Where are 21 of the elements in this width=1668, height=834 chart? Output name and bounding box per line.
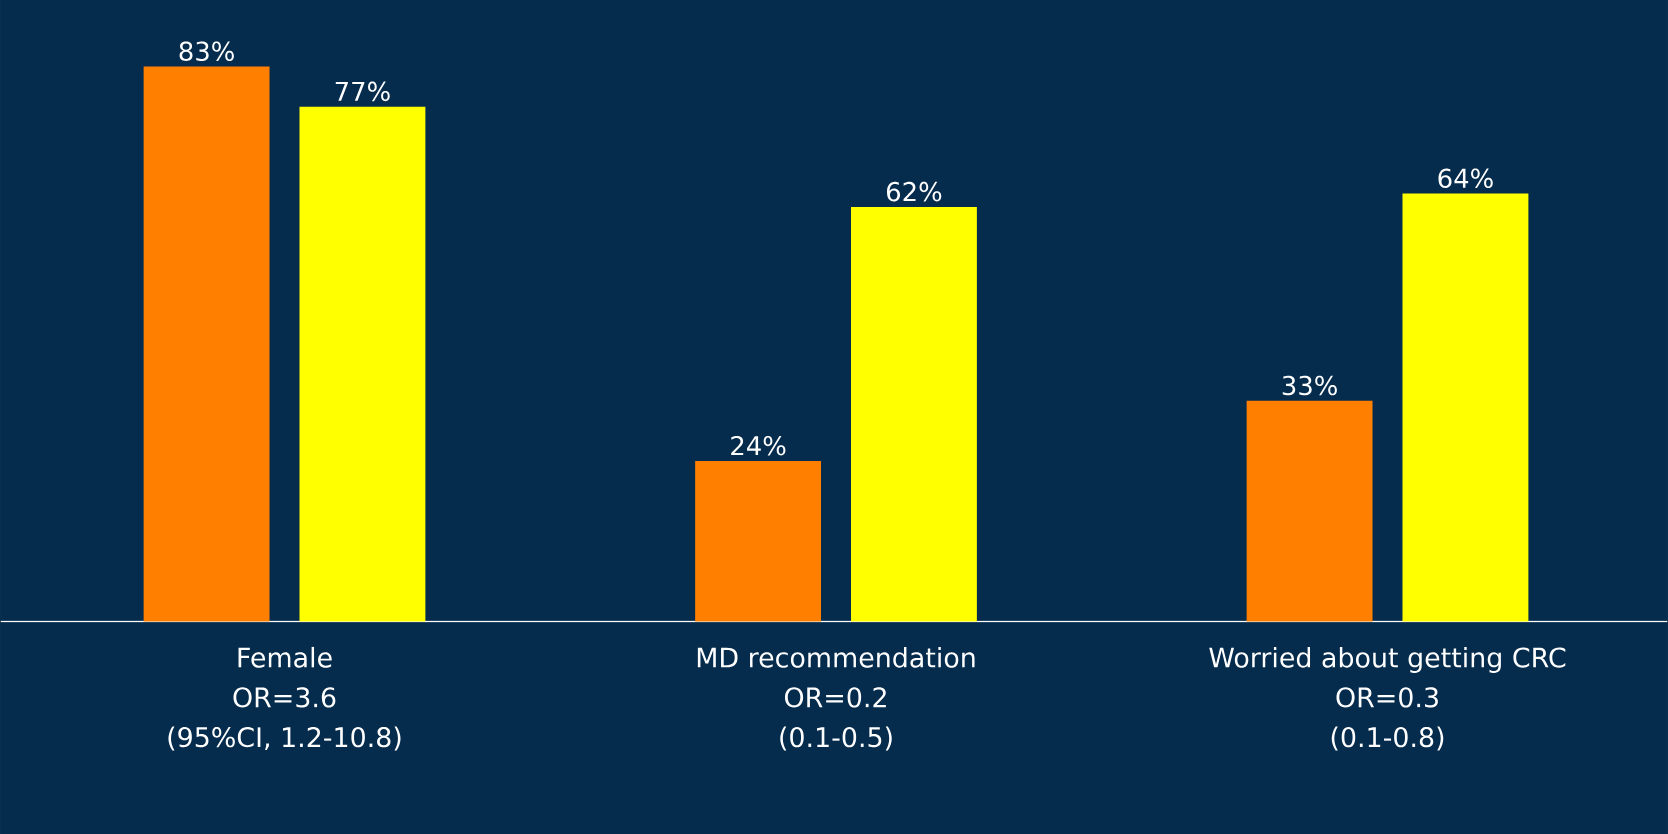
text: OR=3.6 bbox=[233, 687, 336, 708]
text: OR=0.2 bbox=[784, 687, 886, 708]
text: OR=0.3 bbox=[1336, 687, 1438, 708]
data-label: 33% bbox=[1282, 375, 1337, 396]
x-tick-label: MD recommendation bbox=[697, 646, 975, 668]
data-label: 77% bbox=[335, 81, 390, 102]
bar bbox=[1402, 193, 1529, 622]
data-label: 83% bbox=[179, 41, 234, 61]
data-label: 64% bbox=[1438, 168, 1493, 188]
data-label: 62% bbox=[886, 181, 942, 202]
x-tick-label: Worried about getting CRC bbox=[1209, 646, 1566, 673]
data-label: 24% bbox=[731, 435, 786, 456]
text: (0.1-0.8) bbox=[1331, 726, 1444, 751]
bar bbox=[695, 460, 822, 622]
x-tick-label: Female bbox=[238, 646, 332, 668]
text: (95%CI, 1.2-10.8) bbox=[168, 726, 401, 751]
text: (0.1-0.5) bbox=[780, 726, 892, 751]
bar bbox=[1246, 400, 1373, 622]
bar bbox=[143, 66, 270, 622]
bar bbox=[851, 206, 977, 622]
bar bbox=[299, 106, 426, 622]
